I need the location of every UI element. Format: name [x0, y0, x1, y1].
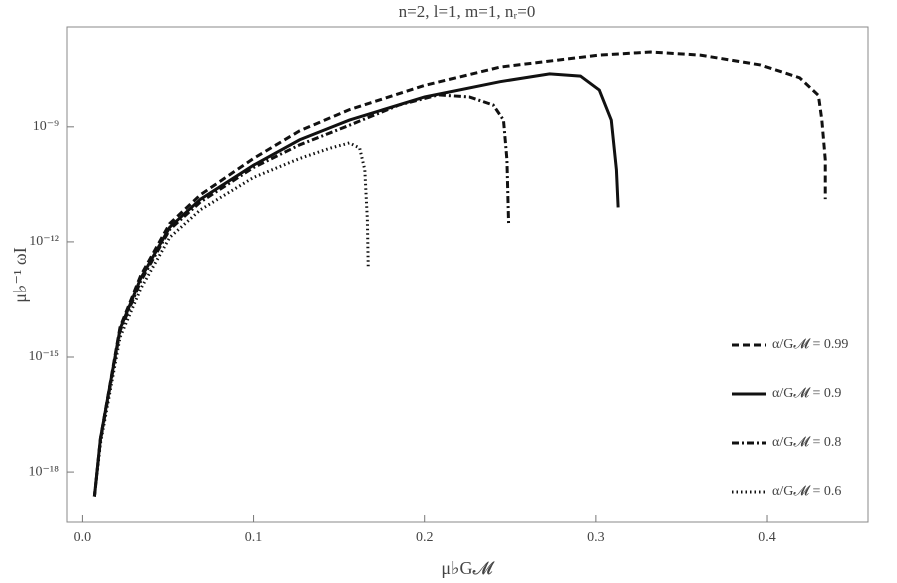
series-line — [92, 72, 620, 497]
series-line — [92, 93, 511, 497]
series-line — [92, 141, 370, 497]
legend-label: α/G𝓜 = 0.8 — [772, 435, 841, 450]
x-tick-label: 0.4 — [758, 530, 776, 545]
legend-label: α/G𝓜 = 0.9 — [772, 386, 841, 401]
y-axis-label: μ♭⁻¹ ωI — [10, 247, 30, 302]
x-tick-label: 0.2 — [416, 530, 434, 545]
x-tick-label: 0.3 — [587, 530, 605, 545]
y-tick-label: 10⁻¹⁵ — [29, 349, 60, 364]
x-axis-label: μ♭G𝓜 — [441, 558, 495, 578]
x-tick-label: 0.1 — [245, 530, 263, 545]
y-tick-label: 10⁻⁹ — [33, 119, 59, 134]
x-tick-label: 0.0 — [74, 530, 92, 545]
legend-label: α/G𝓜 = 0.6 — [772, 484, 841, 499]
y-tick-label: 10⁻¹² — [29, 234, 59, 249]
y-tick-label: 10⁻¹⁸ — [29, 464, 60, 479]
chart-title: n=2, l=1, m=1, nᵣ=0 — [399, 2, 536, 21]
legend-label: α/G𝓜 = 0.99 — [772, 337, 848, 352]
plot-frame — [66, 26, 869, 523]
series-line — [92, 50, 827, 497]
